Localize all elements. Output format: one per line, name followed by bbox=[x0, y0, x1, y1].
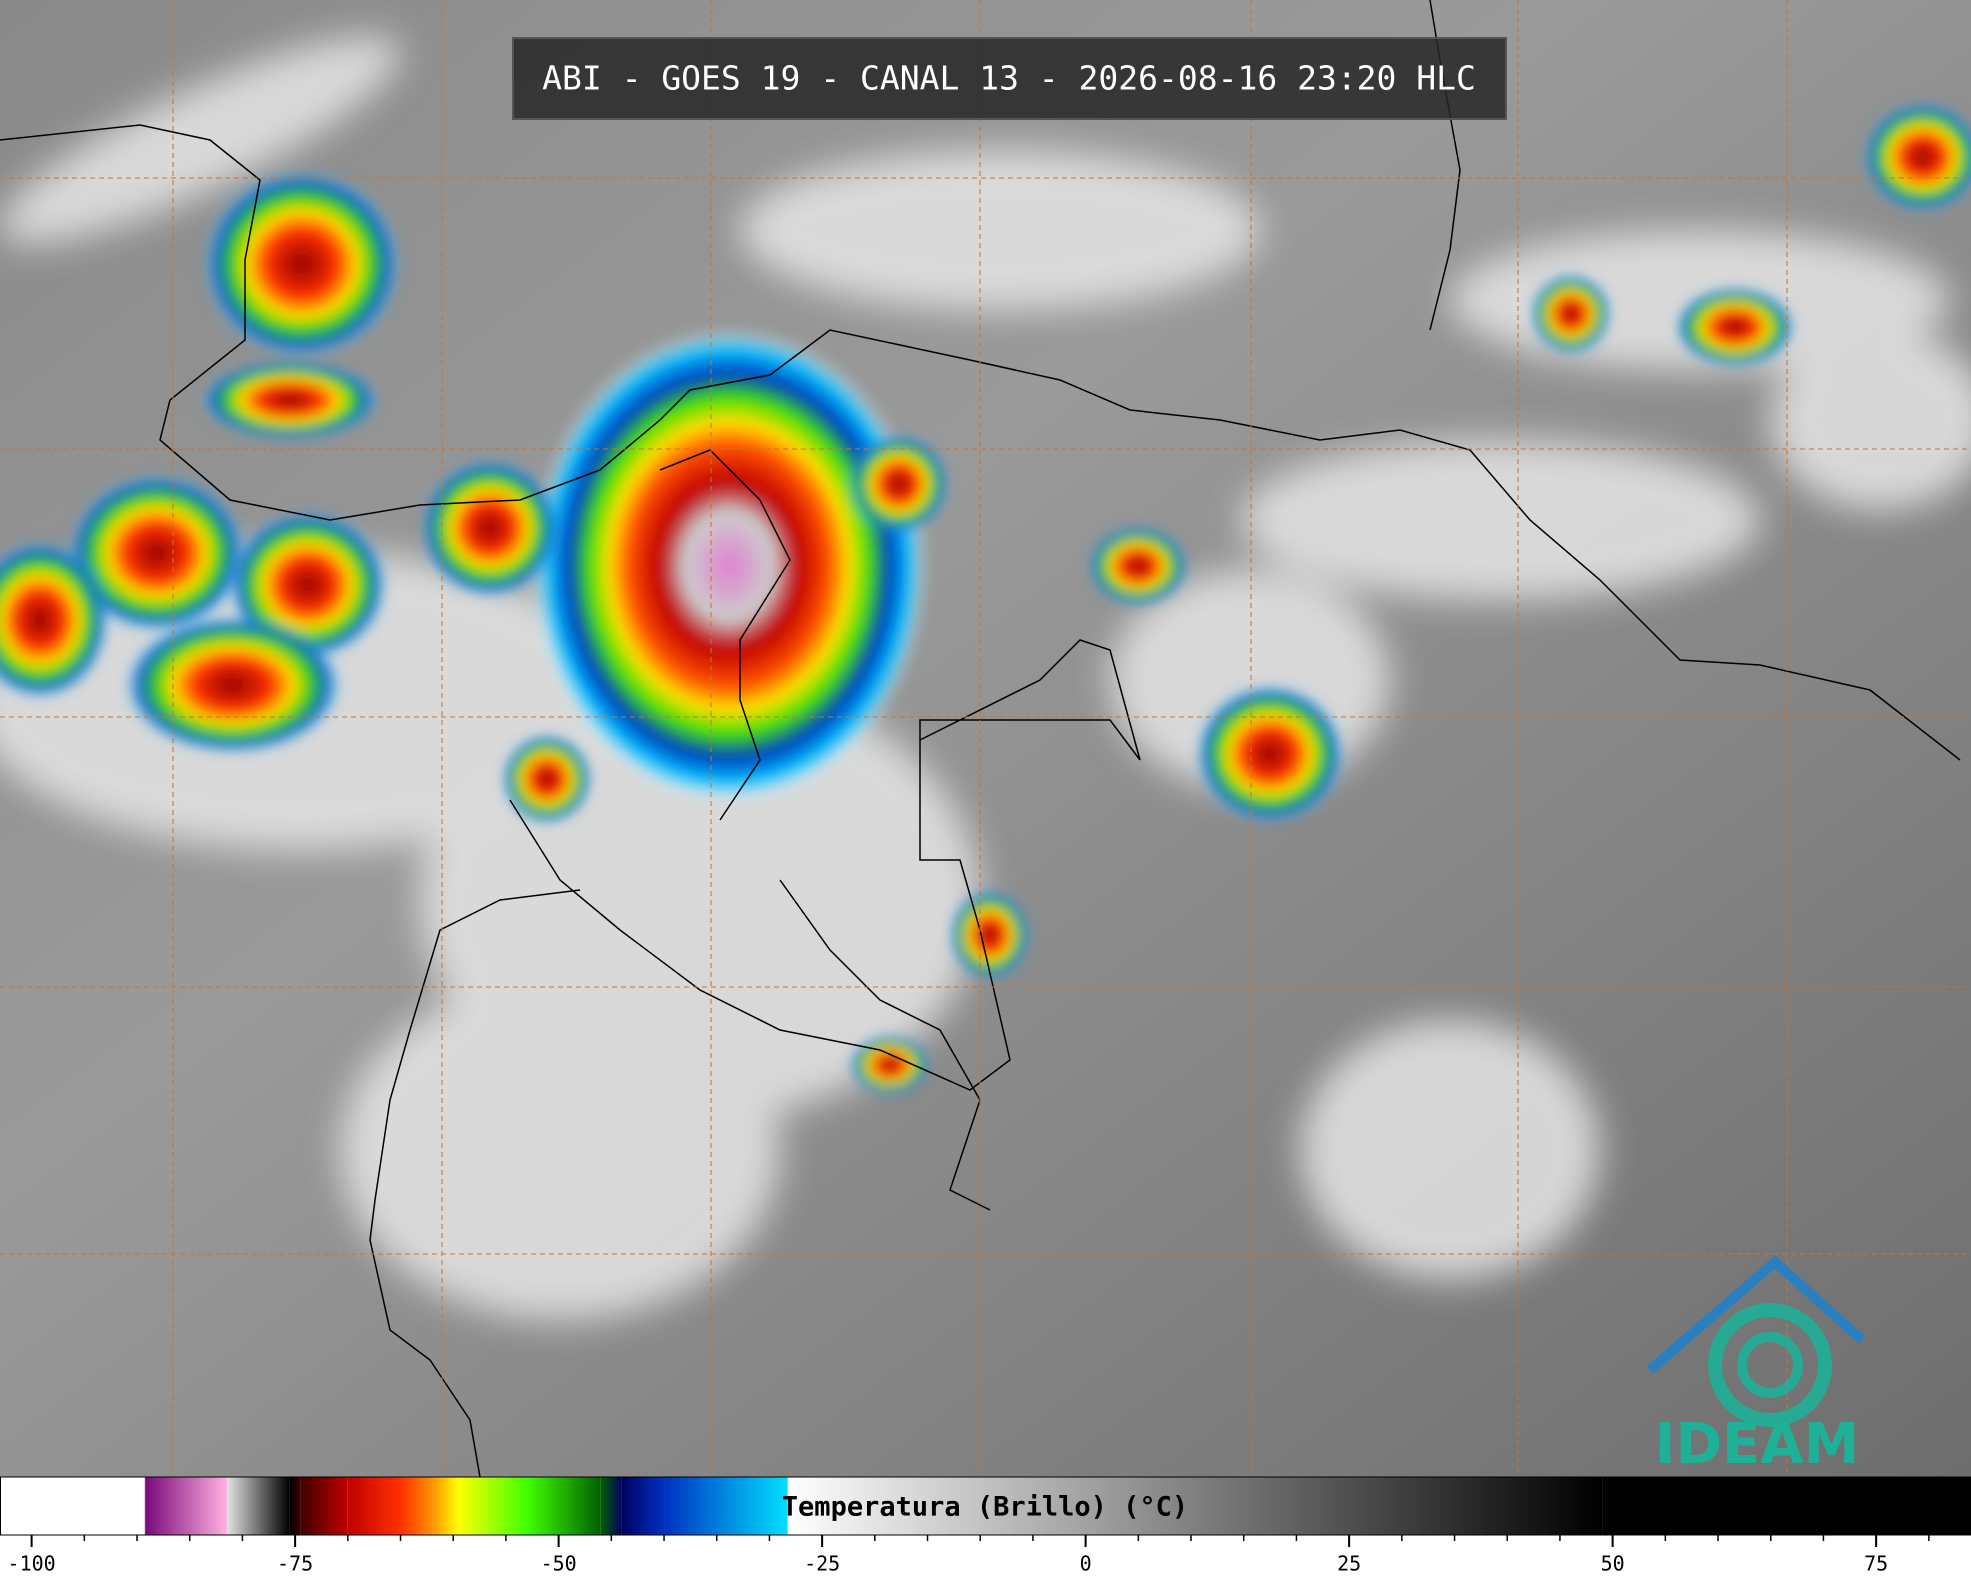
colorbar-segment bbox=[145, 1477, 227, 1535]
imagery bbox=[0, 0, 1971, 1478]
colorbar-segment bbox=[458, 1477, 528, 1535]
tick-label: 0 bbox=[1080, 1552, 1092, 1576]
colorbar-segment bbox=[432, 1477, 459, 1535]
colorbar-segment bbox=[300, 1477, 348, 1535]
tick-label: 50 bbox=[1601, 1552, 1625, 1576]
graticule bbox=[0, 0, 1971, 1477]
colorbar-label: Temperatura (Brillo) (°C) bbox=[782, 1492, 1188, 1523]
colorbar-segment bbox=[600, 1477, 622, 1535]
colorbar-segment bbox=[289, 1477, 301, 1535]
logo: IDEAM bbox=[1646, 1255, 1866, 1477]
colorbar-segment bbox=[227, 1477, 290, 1535]
colorbar-segment bbox=[144, 1477, 146, 1535]
tick-label: 75 bbox=[1864, 1552, 1888, 1576]
colorbar-segment bbox=[347, 1477, 401, 1535]
colorbar-segment bbox=[1602, 1477, 1971, 1535]
colorbar-segment bbox=[787, 1477, 789, 1535]
colorbar-segment bbox=[788, 1477, 1603, 1535]
tick-label: -100 bbox=[8, 1552, 56, 1576]
borders bbox=[0, 0, 1961, 1478]
colorbar-segment bbox=[226, 1477, 228, 1535]
tick-label: -50 bbox=[541, 1552, 577, 1576]
tick-label: 25 bbox=[1337, 1552, 1361, 1576]
colorbar-segment bbox=[527, 1477, 601, 1535]
colorbar-segment bbox=[400, 1477, 433, 1535]
colorbar-segment bbox=[0, 1477, 145, 1535]
logo-text: IDEAM bbox=[1655, 1412, 1860, 1477]
colorbar-segment bbox=[621, 1477, 665, 1535]
tick-label: -75 bbox=[277, 1552, 313, 1576]
tick-label: -25 bbox=[804, 1552, 840, 1576]
colorbar: -100 -75 -50 -25 0 25 50 75 bbox=[0, 1476, 1971, 1577]
title: ABI - GOES 19 - CANAL 13 - 2026-08-16 23… bbox=[542, 59, 1476, 98]
colorbar-segment bbox=[664, 1477, 788, 1535]
title-box: ABI - GOES 19 - CANAL 13 - 2026-08-16 23… bbox=[512, 37, 1507, 120]
